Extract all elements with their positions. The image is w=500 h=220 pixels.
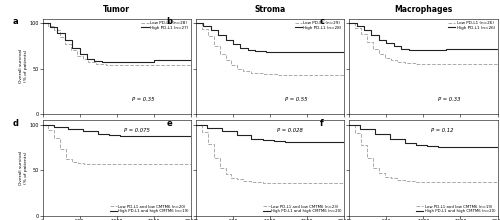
Text: c: c (320, 17, 324, 26)
Text: Macrophages: Macrophages (394, 5, 452, 14)
Legend: Low PD-L1 (n=29), High PD-L1 (n=28): Low PD-L1 (n=29), High PD-L1 (n=28) (294, 21, 342, 30)
Text: f: f (320, 119, 323, 128)
Text: P = 0.12: P = 0.12 (431, 128, 454, 133)
Text: a: a (13, 17, 18, 26)
Text: e: e (166, 119, 172, 128)
Legend: Low PD-L1 (n=26), High PD-L1 (n=26): Low PD-L1 (n=26), High PD-L1 (n=26) (448, 21, 496, 30)
Text: P = 0.55: P = 0.55 (285, 97, 308, 103)
Text: Tumor: Tumor (103, 5, 130, 14)
Text: P = 0.33: P = 0.33 (438, 97, 460, 103)
Text: P = 0.075: P = 0.075 (124, 128, 150, 133)
Text: P = 0.35: P = 0.35 (132, 97, 154, 103)
Legend: Low PD-L1 and low CMTM6 (n=23), High PD-L1 and high CMTM6 (n=20): Low PD-L1 and low CMTM6 (n=23), High PD-… (262, 204, 342, 214)
Text: Stroma: Stroma (254, 5, 286, 14)
Legend: Low PD-L1 and low CMTM6 (n=20), High PD-L1 and high CMTM6 (n=19): Low PD-L1 and low CMTM6 (n=20), High PD-… (110, 204, 189, 214)
Y-axis label: Overall survival
(% of patients): Overall survival (% of patients) (19, 151, 28, 185)
Y-axis label: Overall survival
(% of patients): Overall survival (% of patients) (19, 49, 28, 83)
Legend: Low PD-L1 (n=28), High PD-L1 (n=27): Low PD-L1 (n=28), High PD-L1 (n=27) (141, 21, 189, 30)
Text: P = 0.028: P = 0.028 (278, 128, 303, 133)
Legend: Low PD-L1 and low CMTM6 (n=19), High PD-L1 and high CMTM6 (n=20): Low PD-L1 and low CMTM6 (n=19), High PD-… (416, 204, 496, 214)
Text: b: b (166, 17, 172, 26)
Text: d: d (13, 119, 19, 128)
